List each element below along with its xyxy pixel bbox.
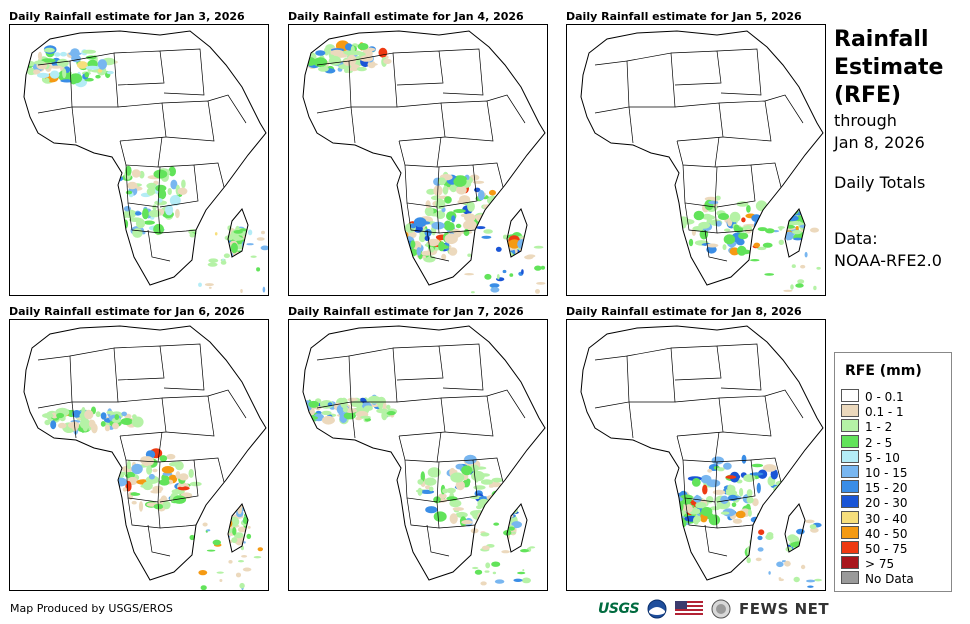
panel-title: Daily Rainfall estimate for Jan 4, 2026 (288, 10, 524, 23)
legend-label: 5 - 10 (865, 450, 900, 465)
legend-label: 40 - 50 (865, 526, 908, 541)
usgs-logo: USGS (598, 601, 640, 617)
legend-label: 30 - 40 (865, 511, 908, 526)
fews-net-logo: FEWS NET (739, 600, 830, 618)
rainfall-map (9, 24, 269, 296)
legend-label: 15 - 20 (865, 481, 908, 496)
through-label: through (834, 111, 897, 130)
legend-label: 50 - 75 (865, 542, 908, 556)
legend-item: 50 - 75 (841, 541, 908, 556)
panel-title: Daily Rainfall estimate for Jan 3, 2026 (9, 10, 245, 23)
panel-title: Daily Rainfall estimate for Jan 5, 2026 (566, 10, 802, 23)
legend-label: 1 - 2 (865, 420, 893, 435)
legend-title: RFE (mm) (845, 363, 922, 379)
legend-item: 15 - 20 (841, 480, 908, 496)
rainfall-map (566, 24, 826, 296)
legend-item: No Data (841, 571, 914, 587)
rainfall-map (288, 319, 548, 591)
us-flag-icon (675, 601, 704, 617)
legend-label: 20 - 30 (865, 496, 908, 511)
panel-title: Daily Rainfall estimate for Jan 7, 2026 (288, 305, 524, 318)
legend-swatch (841, 419, 859, 433)
legend-item: 40 - 50 (841, 525, 908, 541)
rainfall-map (288, 24, 548, 296)
legend-item: > 75 (841, 556, 895, 572)
legend-swatch (841, 541, 859, 554)
rainfall-map (566, 319, 826, 591)
legend-label: 2 - 5 (865, 435, 893, 450)
daily-totals-label: Daily Totals (834, 173, 926, 192)
state-dept-seal-icon (711, 599, 731, 619)
title-estimate: Estimate (834, 55, 944, 80)
legend-label: 0.1 - 1 (865, 405, 904, 420)
panel-title: Daily Rainfall estimate for Jan 6, 2026 (9, 305, 245, 318)
legend-label: 0 - 0.1 (865, 390, 904, 404)
legend-swatch (841, 495, 859, 509)
credit-text: Map Produced by USGS/EROS (10, 602, 173, 615)
side-title-block: Rainfall Estimate (RFE) through Jan 8, 2… (834, 26, 964, 272)
legend-swatch (841, 556, 859, 570)
legend-swatch (841, 449, 859, 463)
legend-swatch (841, 465, 859, 478)
logo-strip: USGS FEWS NET (598, 597, 829, 621)
legend-item: 1 - 2 (841, 419, 893, 435)
legend-item: 0 - 0.1 (841, 389, 904, 404)
legend-swatch (841, 571, 859, 585)
legend-swatch (841, 510, 859, 524)
legend-swatch (841, 480, 859, 494)
legend-item: 20 - 30 (841, 495, 908, 511)
data-source: NOAA-RFE2.0 (834, 251, 942, 270)
legend-label: > 75 (865, 557, 895, 572)
legend-swatch (841, 434, 859, 448)
legend-item: 30 - 40 (841, 510, 908, 526)
legend-swatch (841, 404, 859, 418)
through-date: Jan 8, 2026 (834, 133, 925, 152)
rainfall-map (9, 319, 269, 591)
legend-item: 5 - 10 (841, 449, 900, 465)
legend-swatch (841, 389, 859, 402)
legend-label: No Data (865, 572, 914, 587)
data-label: Data: (834, 229, 878, 248)
legend-item: 0.1 - 1 (841, 404, 904, 420)
noaa-logo-icon (647, 599, 667, 619)
legend-item: 10 - 15 (841, 465, 908, 480)
legend-label: 10 - 15 (865, 466, 908, 480)
legend-swatch (841, 525, 859, 539)
panel-title: Daily Rainfall estimate for Jan 8, 2026 (566, 305, 802, 318)
legend-item: 2 - 5 (841, 434, 893, 450)
title-rainfall: Rainfall (834, 27, 929, 52)
title-rfe: (RFE) (834, 83, 902, 108)
